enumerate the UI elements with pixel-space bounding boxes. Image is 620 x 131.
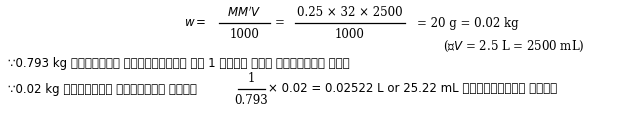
Text: 0.793: 0.793	[234, 94, 268, 108]
Text: 1000: 1000	[229, 28, 259, 40]
Text: × 0.02 = 0.02522 L or 25.22 mL प्रतिदर्श में।: × 0.02 = 0.02522 L or 25.22 mL प्रतिदर्श…	[268, 83, 557, 95]
Text: ∵0.793 kg मेथेनॉल प्रतिदर्श के 1 लीटर में उपस्थित है।: ∵0.793 kg मेथेनॉल प्रतिदर्श के 1 लीटर मे…	[7, 56, 349, 70]
Text: $MM'V$: $MM'V$	[227, 6, 262, 20]
Text: 1000: 1000	[335, 28, 365, 40]
Text: =: =	[275, 17, 285, 29]
Text: (∵$V$ = 2.5 L = 2500 mL): (∵$V$ = 2.5 L = 2500 mL)	[443, 39, 585, 54]
Text: 0.25 × 32 × 2500: 0.25 × 32 × 2500	[297, 7, 403, 20]
Text: ∵0.02 kg मेथेनॉल उपस्थित होगी: ∵0.02 kg मेथेनॉल उपस्थित होगी	[7, 83, 197, 95]
Text: 1: 1	[247, 72, 255, 86]
Text: = 20 g = 0.02 kg: = 20 g = 0.02 kg	[417, 17, 519, 29]
Text: $w=$: $w=$	[184, 17, 206, 29]
